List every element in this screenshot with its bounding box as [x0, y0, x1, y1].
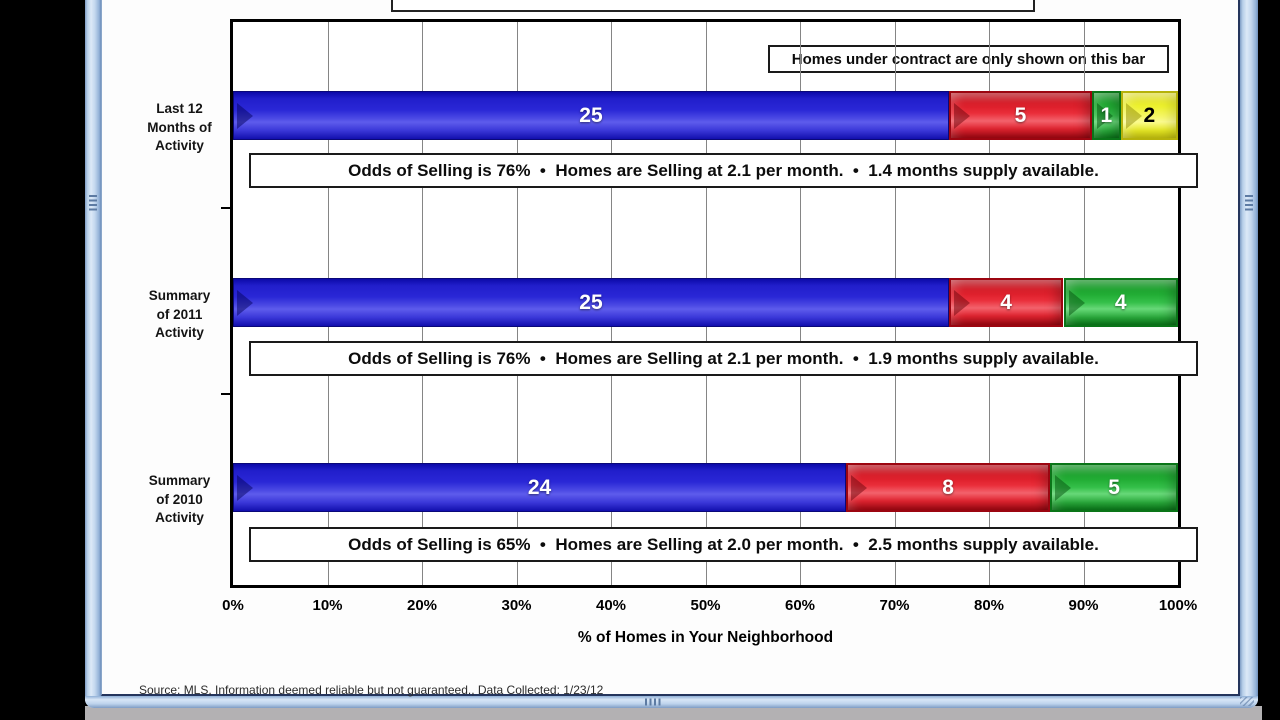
bar-segment-yellow: 2	[1120, 91, 1178, 140]
bar-segment-green: 5	[1050, 463, 1178, 512]
bar-segment-red: 4	[948, 278, 1064, 327]
x-tick-label: 70%	[879, 597, 910, 614]
x-tick-label: 90%	[1068, 597, 1099, 614]
right-scrollbar[interactable]	[1240, 0, 1258, 696]
odds-caption-text: Odds of Selling is 76% • Homes are Selli…	[348, 348, 1099, 368]
bar-segment-red: 8	[846, 463, 1051, 512]
resize-handle-icon[interactable]	[1240, 697, 1254, 706]
x-tick-label: 0%	[222, 597, 244, 614]
bar-segment-value: 1	[1100, 103, 1113, 127]
y-axis-tick	[221, 207, 230, 209]
bar-segment-blue: 25	[233, 278, 949, 327]
annotation-box: Homes under contract are only shown on t…	[768, 45, 1169, 73]
cutoff-title-box	[391, 0, 1035, 12]
category-label: Last 12 Months of Activity	[102, 100, 257, 156]
bar-segment-value: 24	[527, 475, 552, 499]
bar-segment-value: 4	[1000, 290, 1012, 314]
odds-caption-box: Odds of Selling is 76% • Homes are Selli…	[249, 153, 1198, 188]
bar-segment-value: 8	[942, 475, 954, 499]
category-label-line: Summary	[148, 288, 211, 303]
category-label-line: Months of	[147, 119, 212, 135]
x-tick-label: 30%	[501, 597, 532, 614]
bar-row: 25 4 4	[233, 278, 1178, 327]
y-axis-tick	[221, 393, 230, 395]
bar-row: 25 5 1 2	[233, 91, 1178, 140]
x-tick-label: 10%	[312, 597, 343, 614]
odds-caption-box: Odds of Selling is 76% • Homes are Selli…	[249, 341, 1198, 376]
document-window: Homes under contract are only shown on t…	[85, 0, 1258, 708]
right-scrollbar-grip-icon[interactable]	[1245, 195, 1253, 212]
category-label: Summary of 2011 Activity	[102, 287, 257, 343]
bar-segment-value: 5	[1014, 103, 1027, 127]
category-label-line: Activity	[155, 510, 204, 525]
desktop-strip	[85, 706, 1262, 720]
bar-segment-green: 1	[1092, 91, 1121, 140]
category-label-line: of 2010	[156, 491, 203, 507]
bar-segment-value: 2	[1143, 103, 1156, 127]
bar-row: 24 8 5	[233, 463, 1178, 512]
left-scrollbar[interactable]	[85, 0, 101, 696]
x-tick-label: 80%	[973, 597, 1005, 614]
category-label-line: Summary	[148, 473, 211, 488]
plot-area: Homes under contract are only shown on t…	[230, 19, 1198, 588]
odds-caption-text: Odds of Selling is 65% • Homes are Selli…	[348, 534, 1099, 554]
bar-segment-value: 4	[1114, 290, 1127, 314]
category-label-line: Last 12	[156, 101, 203, 116]
bar-segment-value: 25	[579, 290, 603, 314]
bar-segment-green: 4	[1063, 278, 1178, 327]
bar-segment-blue: 25	[233, 91, 949, 140]
x-tick-label: 40%	[595, 597, 627, 614]
source-note: Source: MLS, Information deemed reliable…	[139, 683, 604, 697]
category-label: Summary of 2010 Activity	[102, 472, 257, 528]
annotation-text: Homes under contract are only shown on t…	[791, 50, 1146, 68]
bar-segment-blue: 24	[233, 463, 846, 512]
category-label-line: of 2011	[156, 306, 203, 322]
bar-segment-value: 5	[1108, 475, 1120, 499]
x-tick-label: 50%	[690, 597, 721, 614]
bar-segment-red: 5	[948, 91, 1093, 140]
x-tick-label: 60%	[784, 597, 816, 614]
odds-caption-box: Odds of Selling is 65% • Homes are Selli…	[249, 527, 1198, 562]
bar-segment-value: 25	[579, 103, 603, 127]
odds-caption-text: Odds of Selling is 76% • Homes are Selli…	[348, 160, 1099, 180]
x-tick-label: 100%	[1158, 597, 1198, 614]
left-scrollbar-grip-icon[interactable]	[89, 195, 97, 212]
x-axis-title: % of Homes in Your Neighborhood	[577, 629, 834, 646]
horizontal-scrollbar[interactable]	[85, 696, 1258, 708]
category-label-line: Activity	[155, 138, 204, 153]
chart-page: Homes under contract are only shown on t…	[101, 0, 1240, 697]
category-label-line: Activity	[155, 325, 204, 340]
x-tick-label: 20%	[406, 597, 438, 614]
horizontal-scrollbar-grip-icon[interactable]	[645, 698, 663, 706]
